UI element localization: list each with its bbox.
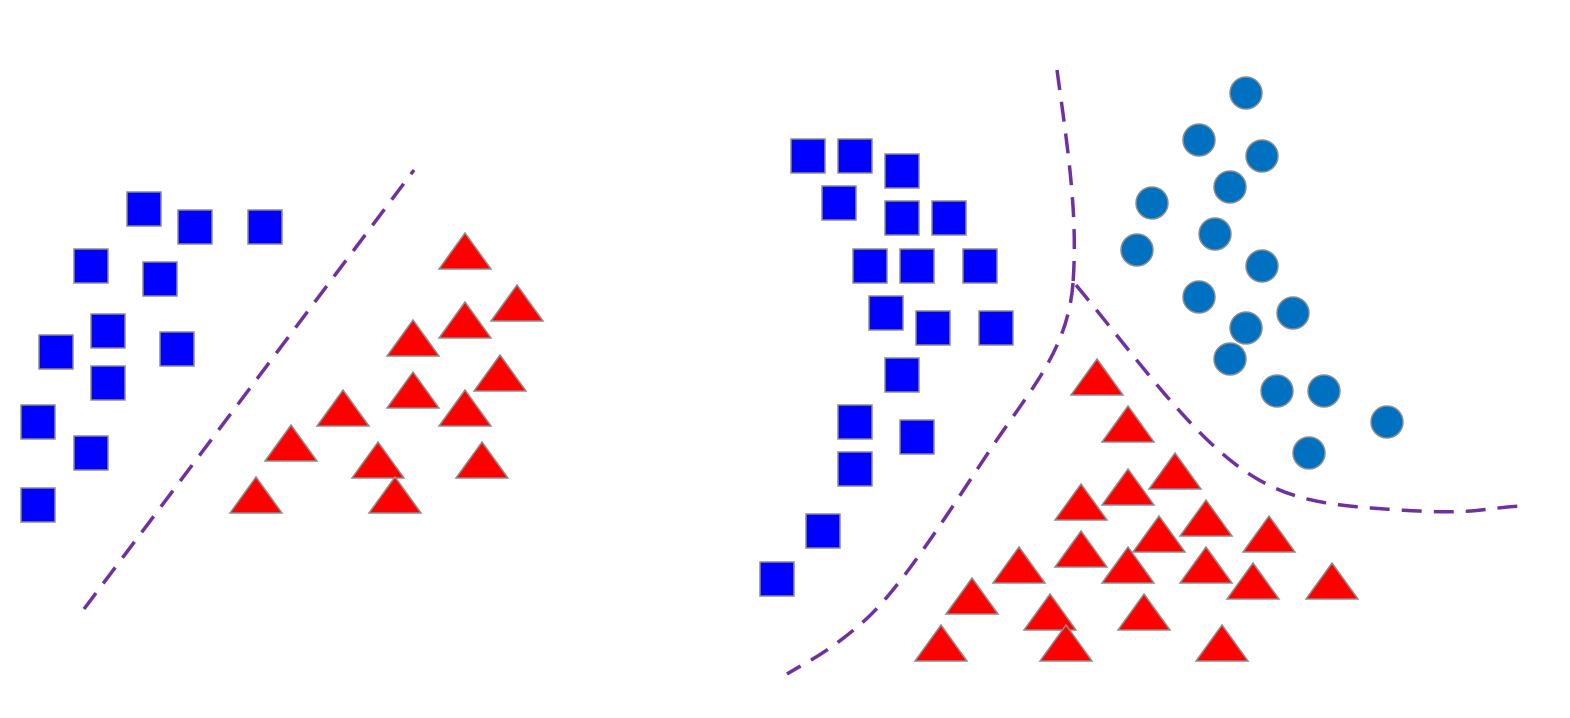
square-marker	[247, 209, 283, 245]
square-marker	[73, 435, 109, 471]
right-panel-nonlinear	[759, 69, 1523, 676]
triangle-marker	[1100, 404, 1156, 443]
left-panel-linear	[20, 168, 545, 611]
circle-marker	[1213, 170, 1247, 204]
nonlinear-boundary-upper	[1055, 69, 1077, 284]
circle-marker	[1229, 76, 1263, 110]
nonlinear-boundary-right	[1074, 283, 1523, 514]
circle-marker	[1182, 123, 1216, 157]
nonlinear-boundary-left	[786, 282, 1075, 676]
square-marker	[73, 248, 109, 284]
triangle-marker	[1069, 357, 1125, 396]
triangle-marker	[1225, 561, 1281, 600]
triangle-marker	[1053, 529, 1109, 568]
triangle-marker	[367, 475, 423, 514]
triangle-marker	[1194, 623, 1250, 662]
triangle-marker	[1053, 482, 1109, 521]
triangle-marker	[1178, 545, 1234, 584]
triangle-marker	[944, 576, 1000, 615]
triangle-marker	[437, 231, 493, 270]
triangle-marker	[350, 440, 406, 479]
square-marker	[852, 248, 888, 284]
triangle-marker	[454, 440, 510, 479]
square-marker	[837, 451, 873, 487]
square-marker	[884, 200, 920, 236]
square-marker	[177, 209, 213, 245]
square-marker	[962, 248, 998, 284]
triangle-marker	[1116, 592, 1172, 631]
square-marker	[20, 404, 56, 440]
square-marker	[142, 261, 178, 297]
triangle-marker	[472, 353, 528, 392]
triangle-marker	[991, 545, 1047, 584]
triangle-marker	[263, 423, 319, 462]
triangle-marker	[437, 388, 493, 427]
circle-marker	[1120, 233, 1154, 267]
triangle-marker	[1131, 514, 1187, 553]
square-marker	[884, 153, 920, 189]
triangle-marker	[1178, 498, 1234, 537]
triangle-marker	[1100, 467, 1156, 506]
triangle-marker	[437, 300, 493, 339]
square-marker	[20, 487, 56, 523]
square-marker	[899, 248, 935, 284]
triangle-marker	[1038, 623, 1094, 662]
square-marker	[90, 365, 126, 401]
square-marker	[159, 331, 195, 367]
square-marker	[790, 138, 826, 174]
square-marker	[805, 513, 841, 549]
triangle-marker	[385, 318, 441, 357]
square-marker	[38, 334, 74, 370]
square-marker	[837, 404, 873, 440]
triangle-marker	[1147, 451, 1203, 490]
square-marker	[884, 357, 920, 393]
square-marker	[915, 310, 951, 346]
square-marker	[899, 419, 935, 455]
square-marker	[837, 138, 873, 174]
circle-marker	[1229, 311, 1263, 345]
square-marker	[90, 313, 126, 349]
circle-marker	[1213, 342, 1247, 376]
square-marker	[759, 561, 795, 597]
triangle-marker	[1022, 592, 1078, 631]
triangle-marker	[1100, 545, 1156, 584]
triangle-marker	[228, 475, 284, 514]
linear-decision-boundary	[82, 168, 416, 611]
triangle-marker	[913, 623, 969, 662]
circle-marker	[1276, 296, 1310, 330]
circle-marker	[1307, 374, 1341, 408]
circle-marker	[1292, 436, 1326, 470]
circle-marker	[1260, 374, 1294, 408]
triangle-marker	[489, 283, 545, 322]
circle-marker	[1245, 139, 1279, 173]
circle-marker	[1245, 249, 1279, 283]
square-marker	[931, 200, 967, 236]
circle-marker	[1182, 280, 1216, 314]
triangle-marker	[1304, 561, 1360, 600]
square-marker	[978, 310, 1014, 346]
circle-marker	[1135, 186, 1169, 220]
square-marker	[821, 185, 857, 221]
triangle-marker	[315, 388, 371, 427]
square-marker	[126, 191, 162, 227]
triangle-marker	[1241, 514, 1297, 553]
square-marker	[868, 295, 904, 331]
circle-marker	[1370, 405, 1404, 439]
triangle-marker	[385, 370, 441, 409]
circle-marker	[1198, 217, 1232, 251]
